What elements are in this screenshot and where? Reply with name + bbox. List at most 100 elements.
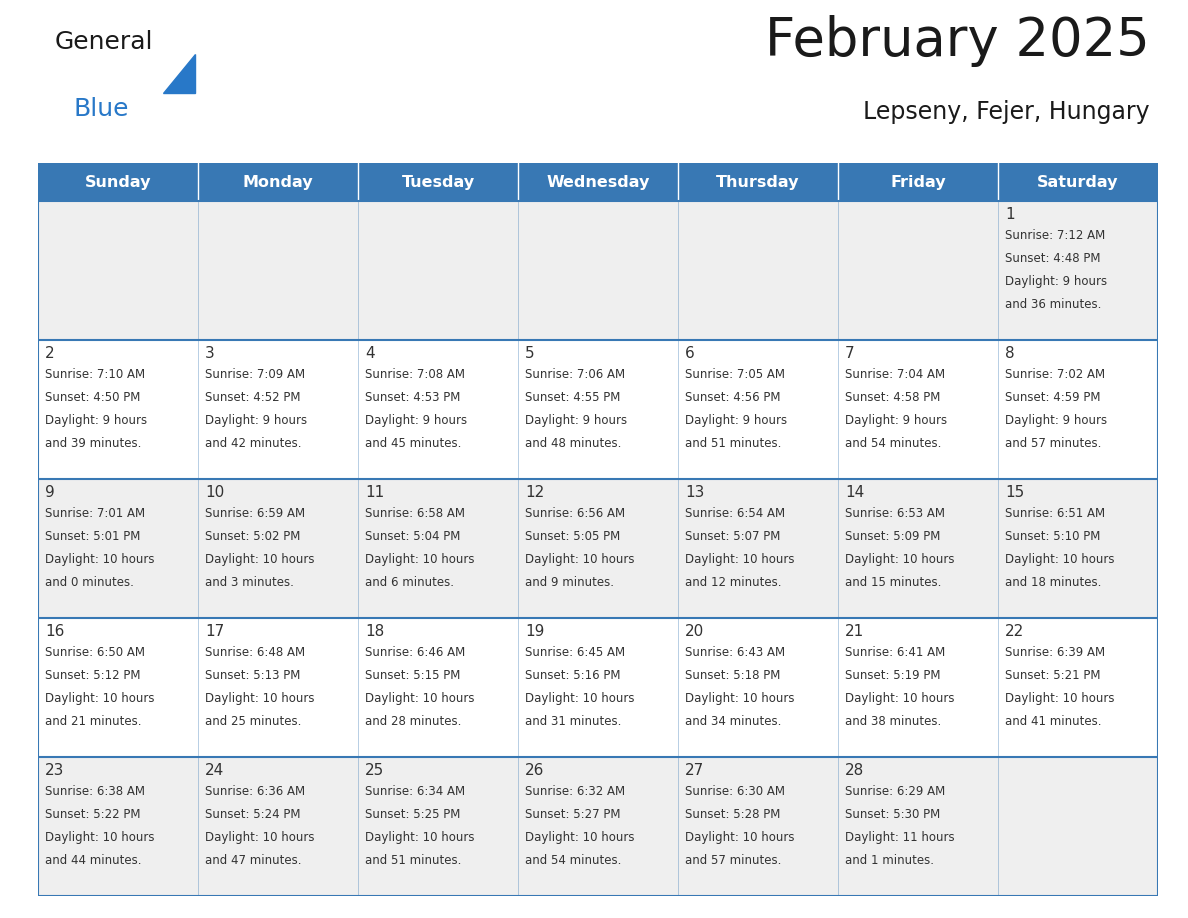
Text: Friday: Friday <box>890 174 946 189</box>
Text: Sunset: 5:21 PM: Sunset: 5:21 PM <box>1005 669 1100 682</box>
Text: Daylight: 10 hours: Daylight: 10 hours <box>1005 553 1114 565</box>
Text: and 21 minutes.: and 21 minutes. <box>45 715 141 728</box>
Text: 19: 19 <box>525 624 544 639</box>
Text: Sunrise: 6:48 AM: Sunrise: 6:48 AM <box>206 646 305 659</box>
Text: Sunrise: 7:10 AM: Sunrise: 7:10 AM <box>45 368 145 381</box>
Text: Sunset: 5:22 PM: Sunset: 5:22 PM <box>45 808 140 821</box>
Bar <box>838 163 998 201</box>
Text: Sunset: 4:52 PM: Sunset: 4:52 PM <box>206 391 301 404</box>
Text: Daylight: 10 hours: Daylight: 10 hours <box>206 692 315 705</box>
Text: Sunset: 5:30 PM: Sunset: 5:30 PM <box>845 808 940 821</box>
Text: Sunset: 4:56 PM: Sunset: 4:56 PM <box>685 391 781 404</box>
Text: Sunset: 5:25 PM: Sunset: 5:25 PM <box>365 808 461 821</box>
Text: Sunrise: 7:08 AM: Sunrise: 7:08 AM <box>365 368 465 381</box>
Text: 23: 23 <box>45 763 64 778</box>
Bar <box>38 757 1158 896</box>
Text: Daylight: 10 hours: Daylight: 10 hours <box>685 692 795 705</box>
Text: and 41 minutes.: and 41 minutes. <box>1005 715 1101 728</box>
Text: Sunrise: 6:41 AM: Sunrise: 6:41 AM <box>845 646 946 659</box>
Text: Sunset: 5:28 PM: Sunset: 5:28 PM <box>685 808 781 821</box>
Bar <box>358 163 518 201</box>
Text: 16: 16 <box>45 624 64 639</box>
Text: Daylight: 10 hours: Daylight: 10 hours <box>206 831 315 844</box>
Polygon shape <box>163 54 195 94</box>
Text: Thursday: Thursday <box>716 174 800 189</box>
Text: Daylight: 10 hours: Daylight: 10 hours <box>45 553 154 565</box>
Bar <box>38 479 1158 618</box>
Text: Sunrise: 7:12 AM: Sunrise: 7:12 AM <box>1005 229 1105 242</box>
Text: Sunset: 4:50 PM: Sunset: 4:50 PM <box>45 391 140 404</box>
Text: and 51 minutes.: and 51 minutes. <box>365 854 461 867</box>
Text: Daylight: 10 hours: Daylight: 10 hours <box>525 553 634 565</box>
Text: and 54 minutes.: and 54 minutes. <box>845 437 941 450</box>
Text: 26: 26 <box>525 763 544 778</box>
Text: 22: 22 <box>1005 624 1024 639</box>
Text: and 48 minutes.: and 48 minutes. <box>525 437 621 450</box>
Text: and 39 minutes.: and 39 minutes. <box>45 437 141 450</box>
Text: Sunset: 5:13 PM: Sunset: 5:13 PM <box>206 669 301 682</box>
Text: Sunrise: 7:01 AM: Sunrise: 7:01 AM <box>45 507 145 520</box>
Text: and 36 minutes.: and 36 minutes. <box>1005 297 1101 311</box>
Text: and 47 minutes.: and 47 minutes. <box>206 854 302 867</box>
Text: Daylight: 9 hours: Daylight: 9 hours <box>1005 414 1107 427</box>
Text: 12: 12 <box>525 485 544 500</box>
Text: Sunset: 5:09 PM: Sunset: 5:09 PM <box>845 530 941 543</box>
Text: Sunset: 5:24 PM: Sunset: 5:24 PM <box>206 808 301 821</box>
Text: 2: 2 <box>45 346 55 361</box>
Text: Daylight: 10 hours: Daylight: 10 hours <box>525 692 634 705</box>
Text: and 15 minutes.: and 15 minutes. <box>845 576 941 588</box>
Text: Sunrise: 6:59 AM: Sunrise: 6:59 AM <box>206 507 305 520</box>
Text: 14: 14 <box>845 485 864 500</box>
Text: and 1 minutes.: and 1 minutes. <box>845 854 934 867</box>
Text: 13: 13 <box>685 485 704 500</box>
Text: 20: 20 <box>685 624 704 639</box>
Text: 8: 8 <box>1005 346 1015 361</box>
Text: Sunrise: 6:38 AM: Sunrise: 6:38 AM <box>45 785 145 798</box>
Text: Sunrise: 7:05 AM: Sunrise: 7:05 AM <box>685 368 785 381</box>
Text: Sunrise: 7:04 AM: Sunrise: 7:04 AM <box>845 368 946 381</box>
Text: Tuesday: Tuesday <box>402 174 474 189</box>
Bar <box>38 163 198 201</box>
Text: and 44 minutes.: and 44 minutes. <box>45 854 141 867</box>
Text: Daylight: 9 hours: Daylight: 9 hours <box>1005 274 1107 288</box>
Text: Daylight: 9 hours: Daylight: 9 hours <box>685 414 788 427</box>
Text: Sunrise: 7:02 AM: Sunrise: 7:02 AM <box>1005 368 1105 381</box>
Text: and 18 minutes.: and 18 minutes. <box>1005 576 1101 588</box>
Text: February 2025: February 2025 <box>765 15 1150 67</box>
Text: Sunrise: 6:39 AM: Sunrise: 6:39 AM <box>1005 646 1105 659</box>
Bar <box>38 340 1158 479</box>
Bar <box>198 163 358 201</box>
Text: Sunrise: 6:36 AM: Sunrise: 6:36 AM <box>206 785 305 798</box>
Text: Sunset: 5:04 PM: Sunset: 5:04 PM <box>365 530 461 543</box>
Text: Daylight: 9 hours: Daylight: 9 hours <box>525 414 627 427</box>
Text: and 51 minutes.: and 51 minutes. <box>685 437 782 450</box>
Text: 21: 21 <box>845 624 864 639</box>
Text: Sunrise: 6:53 AM: Sunrise: 6:53 AM <box>845 507 944 520</box>
Text: Sunset: 5:16 PM: Sunset: 5:16 PM <box>525 669 620 682</box>
Text: and 3 minutes.: and 3 minutes. <box>206 576 293 588</box>
Text: Sunset: 4:58 PM: Sunset: 4:58 PM <box>845 391 941 404</box>
Text: Lepseny, Fejer, Hungary: Lepseny, Fejer, Hungary <box>864 99 1150 124</box>
Bar <box>38 201 1158 340</box>
Text: and 6 minutes.: and 6 minutes. <box>365 576 454 588</box>
Text: and 57 minutes.: and 57 minutes. <box>1005 437 1101 450</box>
Text: Sunrise: 6:34 AM: Sunrise: 6:34 AM <box>365 785 466 798</box>
Text: General: General <box>55 30 153 54</box>
Bar <box>38 618 1158 757</box>
Text: Sunset: 4:48 PM: Sunset: 4:48 PM <box>1005 252 1100 265</box>
Text: Sunset: 5:18 PM: Sunset: 5:18 PM <box>685 669 781 682</box>
Bar <box>518 163 678 201</box>
Text: and 57 minutes.: and 57 minutes. <box>685 854 782 867</box>
Text: Sunrise: 6:51 AM: Sunrise: 6:51 AM <box>1005 507 1105 520</box>
Text: 15: 15 <box>1005 485 1024 500</box>
Text: and 31 minutes.: and 31 minutes. <box>525 715 621 728</box>
Text: 25: 25 <box>365 763 384 778</box>
Text: Sunset: 5:02 PM: Sunset: 5:02 PM <box>206 530 301 543</box>
Text: and 45 minutes.: and 45 minutes. <box>365 437 461 450</box>
Text: and 9 minutes.: and 9 minutes. <box>525 576 614 588</box>
Text: Daylight: 9 hours: Daylight: 9 hours <box>206 414 308 427</box>
Text: 28: 28 <box>845 763 864 778</box>
Text: Daylight: 10 hours: Daylight: 10 hours <box>45 692 154 705</box>
Text: 6: 6 <box>685 346 695 361</box>
Text: Daylight: 10 hours: Daylight: 10 hours <box>525 831 634 844</box>
